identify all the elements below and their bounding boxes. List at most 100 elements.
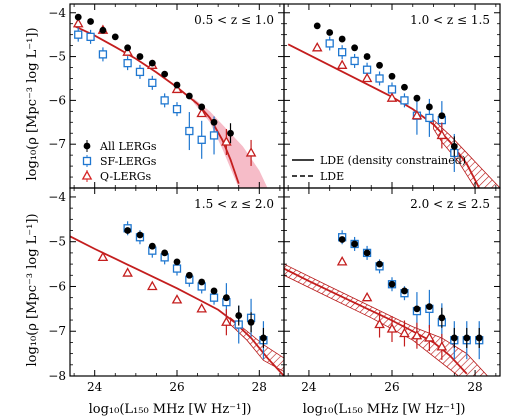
q-lerg-point <box>361 291 373 302</box>
x-tick-label: 24 <box>301 380 317 394</box>
all-lerg-point <box>388 72 396 80</box>
model-legend: LDE (density constrained) LDE <box>292 154 466 183</box>
all-lerg-point <box>173 81 181 89</box>
y-tick-label: −7 <box>48 137 66 151</box>
sf-lerg-point <box>209 131 219 140</box>
all-lerg-point <box>351 44 359 52</box>
all-lerg-point <box>227 129 234 137</box>
legend-label: Q-LERGs <box>100 170 152 183</box>
all-lerg-point <box>413 305 421 313</box>
q-lerg-point <box>411 329 423 340</box>
all-lerg-point <box>235 312 243 319</box>
y-tick-label: −8 <box>48 369 66 383</box>
panel-3: 1.5 < z ≤ 2.0 −4 −5 −6 −7 −8 24 26 28 <box>48 187 285 394</box>
sf-lerg-point <box>160 96 169 105</box>
sf-lerg-point <box>338 48 347 57</box>
all-lerg-point <box>124 227 132 234</box>
sf-lerg-point <box>375 74 384 83</box>
sf-lerg-point <box>98 50 108 59</box>
x-axis-label-left: log₁₀(L₁₅₀ MHz [W Hz⁻¹]) <box>89 402 252 417</box>
q-lerg-point <box>436 129 448 140</box>
sf-lerg-point <box>425 113 434 123</box>
q-lerg-point <box>245 147 257 157</box>
x-tick-label: 28 <box>467 380 482 394</box>
panel-4: 2.0 < z ≤ 2.5 24 26 28 <box>283 187 501 394</box>
q-lerg-point <box>196 303 208 313</box>
lde-model-curve <box>70 235 284 376</box>
all-lerg-point <box>401 287 408 295</box>
all-lerg-point <box>363 249 371 257</box>
q-lerg-point <box>97 251 109 262</box>
series-legend: All LERGs SF-LERGs Q-LERGs <box>81 140 157 183</box>
panel-2: 1.0 < z ≤ 1.5 <box>283 3 501 189</box>
y-tick-label: −4 <box>48 6 66 20</box>
all-lerg-point <box>74 13 82 21</box>
y-axis-label-top: log₁₀(ρ [Mpc⁻³ log L⁻¹]) <box>25 27 40 180</box>
all-lerg-point <box>136 53 144 60</box>
q-lerg-point <box>399 327 410 338</box>
uncertainty-band <box>284 263 489 376</box>
x-tick-label: 28 <box>252 380 267 394</box>
sf-lerg-point <box>123 58 132 68</box>
q-lerg-point <box>336 256 348 266</box>
all-lerg-point <box>351 240 359 248</box>
all-lerg-point <box>247 318 255 326</box>
q-lerg-point <box>122 46 133 56</box>
sf-lerg-point <box>86 32 95 42</box>
legend-label: LDE <box>320 170 344 183</box>
all-lerg-point <box>161 70 169 78</box>
q-lerg-point <box>411 109 423 120</box>
redshift-label: 1.5 < z ≤ 2.0 <box>194 197 274 211</box>
sf-lerg-point <box>172 104 182 114</box>
all-lerg-point <box>161 249 169 257</box>
q-lerg-point <box>386 323 398 333</box>
sf-lerg-point <box>135 67 145 77</box>
all-lerg-point <box>438 112 446 120</box>
q-lerg-point <box>311 41 323 52</box>
y-tick-label: −6 <box>48 279 66 293</box>
uncertainty-band <box>433 119 500 188</box>
legend-label: All LERGs <box>99 140 157 153</box>
q-lerg-point <box>221 136 232 146</box>
q-lerg-point <box>386 92 398 102</box>
sf-lerg-point <box>185 126 194 136</box>
redshift-label: 1.0 < z ≤ 1.5 <box>410 13 490 27</box>
all-lerg-point <box>450 334 458 342</box>
x-axis-label-right: log₁₀(L₁₅₀ MHz [W Hz⁻¹]) <box>303 402 466 417</box>
sf-lerg-point <box>387 85 397 94</box>
all-lerg-point <box>198 103 206 111</box>
all-lerg-point <box>124 44 132 52</box>
q-lerg-point <box>436 341 448 351</box>
all-lerg-point <box>87 18 94 25</box>
all-lerg-point <box>148 59 156 67</box>
all-lerg-point <box>313 22 321 30</box>
all-lerg-point <box>401 83 408 91</box>
sf-lerg-point <box>350 56 359 66</box>
all-lerg-point <box>388 280 396 288</box>
panel-frame <box>69 187 285 377</box>
all-lerg-point <box>222 294 230 302</box>
q-lerg-point <box>336 59 348 69</box>
all-lerg-point <box>173 258 181 266</box>
q-lerg-point <box>122 267 133 277</box>
q-lerg-point <box>146 280 158 291</box>
q-lerg-point <box>171 294 183 304</box>
panel-1: 0.5 < z ≤ 1.0 −4 −5 −6 −7 <box>48 3 285 189</box>
sf-lerg-point <box>172 264 182 273</box>
sf-lerg-point <box>74 30 83 39</box>
sf-lerg-point <box>209 293 219 302</box>
legend-label: SF-LERGs <box>100 155 157 168</box>
all-lerg-point <box>99 26 107 34</box>
all-lerg-point <box>475 334 483 342</box>
all-lerg-point <box>198 278 206 286</box>
all-lerg-point <box>136 231 144 239</box>
all-lerg-point <box>210 287 218 295</box>
sf-lerg-point <box>148 78 157 88</box>
q-lerg-point <box>361 72 373 83</box>
all-lerg-point <box>450 142 458 150</box>
all-lerg-point <box>376 61 383 69</box>
q-lerg-point <box>374 318 385 329</box>
y-tick-label: −5 <box>48 50 66 64</box>
legend-marker-q-lergs <box>81 170 93 180</box>
y-tick-label: −5 <box>48 235 66 249</box>
